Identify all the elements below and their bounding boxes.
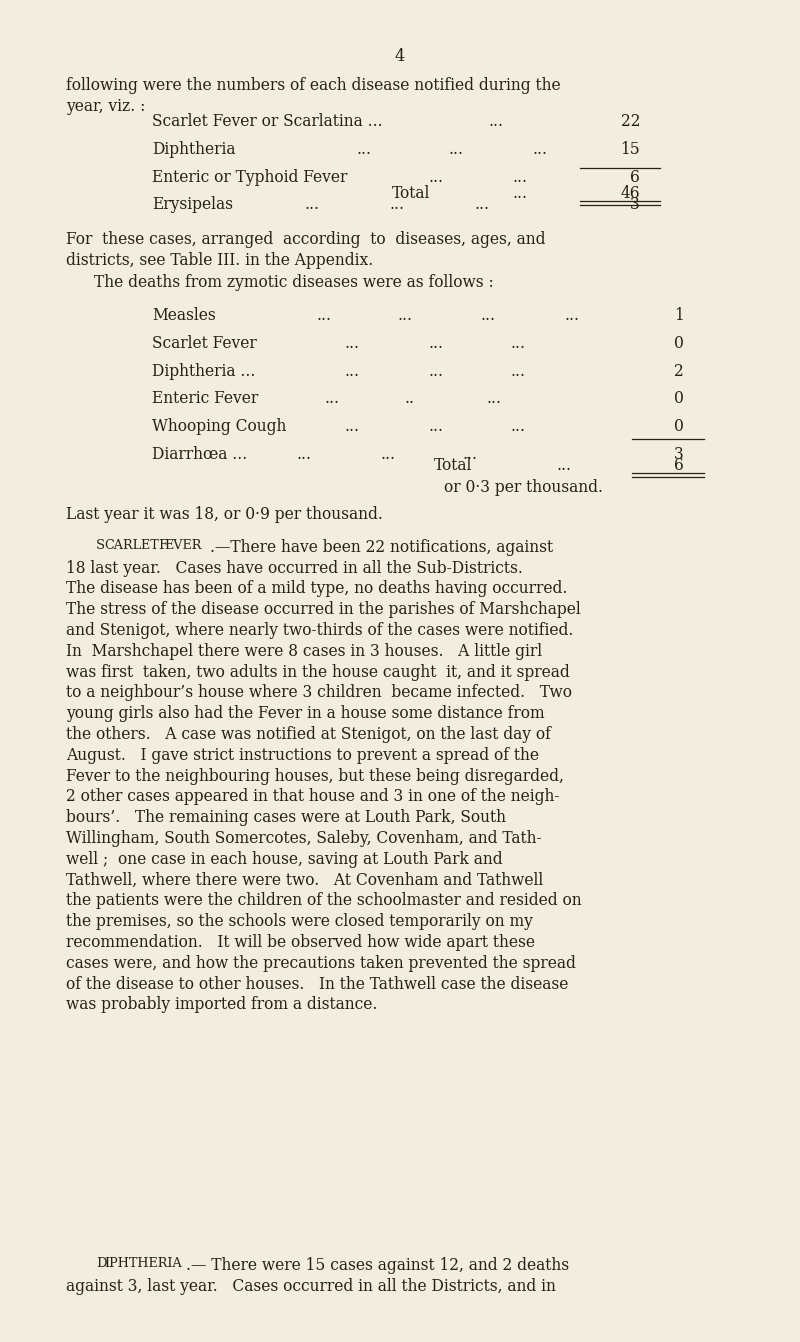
Text: ...: ... [344, 417, 359, 435]
Text: year, viz. :: year, viz. : [66, 98, 145, 115]
Text: ...: ... [512, 169, 527, 185]
Text: .— There were 15 cases against 12, and 2 deaths: .— There were 15 cases against 12, and 2… [186, 1257, 569, 1275]
Text: Whooping Cough: Whooping Cough [152, 417, 286, 435]
Text: ...: ... [556, 456, 571, 474]
Text: ...: ... [356, 141, 371, 158]
Text: The stress of the disease occurred in the parishes of Marshchapel: The stress of the disease occurred in th… [66, 601, 580, 619]
Text: In  Marshchapel there were 8 cases in 3 houses.   A little girl: In Marshchapel there were 8 cases in 3 h… [66, 643, 542, 660]
Text: Willingham, South Somercotes, Saleby, Covenham, and Tath-: Willingham, South Somercotes, Saleby, Co… [66, 829, 542, 847]
Text: 0: 0 [674, 336, 684, 352]
Text: 6: 6 [630, 169, 640, 185]
Text: and Stenigot, where nearly two-thirds of the cases were notified.: and Stenigot, where nearly two-thirds of… [66, 623, 573, 639]
Text: districts, see Table III. in the Appendix.: districts, see Table III. in the Appendi… [66, 252, 373, 270]
Text: to a neighbour’s house where 3 children  became infected.   Two: to a neighbour’s house where 3 children … [66, 684, 571, 702]
Text: the premises, so the schools were closed temporarily on my: the premises, so the schools were closed… [66, 913, 533, 930]
Text: 18 last year.   Cases have occurred in all the Sub-Districts.: 18 last year. Cases have occurred in all… [66, 560, 522, 577]
Text: The disease has been of a mild type, no deaths having occurred.: The disease has been of a mild type, no … [66, 580, 567, 597]
Text: .—There have been 22 notifications, against: .—There have been 22 notifications, agai… [210, 538, 554, 556]
Text: Tathwell, where there were two.   At Covenham and Tathwell: Tathwell, where there were two. At Coven… [66, 872, 543, 888]
Text: Diphtheria ...: Diphtheria ... [152, 362, 255, 380]
Text: 15: 15 [620, 141, 640, 158]
Text: For  these cases, arranged  according  to  diseases, ages, and: For these cases, arranged according to d… [66, 231, 545, 248]
Text: ...: ... [428, 169, 443, 185]
Text: following were the numbers of each disease notified during the: following were the numbers of each disea… [66, 76, 560, 94]
Text: ...: ... [474, 196, 490, 213]
Text: Enteric or Typhoid Fever: Enteric or Typhoid Fever [152, 169, 347, 185]
Text: ...: ... [304, 196, 319, 213]
Text: recommendation.   It will be observed how wide apart these: recommendation. It will be observed how … [66, 934, 534, 951]
Text: Measles: Measles [152, 307, 216, 325]
Text: The deaths from zymotic diseases were as follows :: The deaths from zymotic diseases were as… [94, 275, 494, 291]
Text: ...: ... [486, 391, 502, 408]
Text: Scarlet Fever or Scarlatina ...: Scarlet Fever or Scarlatina ... [152, 114, 382, 130]
Text: EVER: EVER [164, 538, 202, 552]
Text: CARLET: CARLET [104, 538, 158, 552]
Text: of the disease to other houses.   In the Tathwell case the disease: of the disease to other houses. In the T… [66, 976, 568, 993]
Text: ...: ... [510, 336, 526, 352]
Text: was probably imported from a distance.: was probably imported from a distance. [66, 996, 377, 1013]
Text: 1: 1 [674, 307, 684, 325]
Text: Last year it was 18, or 0·9 per thousand.: Last year it was 18, or 0·9 per thousand… [66, 506, 382, 523]
Text: Diphtheria: Diphtheria [152, 141, 235, 158]
Text: Total: Total [434, 456, 472, 474]
Text: ...: ... [316, 307, 331, 325]
Text: ...: ... [324, 391, 339, 408]
Text: 4: 4 [395, 48, 405, 64]
Text: young girls also had the Fever in a house some distance from: young girls also had the Fever in a hous… [66, 706, 544, 722]
Text: F: F [158, 538, 167, 552]
Text: Enteric Fever: Enteric Fever [152, 391, 258, 408]
Text: the patients were the children of the schoolmaster and resided on: the patients were the children of the sc… [66, 892, 582, 910]
Text: ...: ... [428, 417, 443, 435]
Text: ...: ... [398, 307, 413, 325]
Text: against 3, last year.   Cases occurred in all the Districts, and in: against 3, last year. Cases occurred in … [66, 1278, 555, 1295]
Text: Total: Total [392, 185, 430, 203]
Text: ...: ... [428, 362, 443, 380]
Text: 3: 3 [630, 196, 640, 213]
Text: or 0·3 per thousand.: or 0·3 per thousand. [444, 479, 603, 497]
Text: D: D [96, 1257, 106, 1271]
Text: ...: ... [344, 362, 359, 380]
Text: the others.   A case was notified at Stenigot, on the last day of: the others. A case was notified at Steni… [66, 726, 550, 743]
Text: ...: ... [448, 141, 463, 158]
Text: ...: ... [512, 185, 527, 203]
Text: well ;  one case in each house, saving at Louth Park and: well ; one case in each house, saving at… [66, 851, 502, 868]
Text: ...: ... [390, 196, 405, 213]
Text: ...: ... [488, 114, 503, 130]
Text: ..: .. [404, 391, 414, 408]
Text: Diarrhœa ...: Diarrhœa ... [152, 446, 247, 463]
Text: 3: 3 [674, 446, 684, 463]
Text: 2: 2 [674, 362, 684, 380]
Text: ...: ... [380, 446, 395, 463]
Text: ...: ... [510, 362, 526, 380]
Text: ...: ... [296, 446, 311, 463]
Text: Fever to the neighbouring houses, but these being disregarded,: Fever to the neighbouring houses, but th… [66, 768, 563, 785]
Text: cases were, and how the precautions taken prevented the spread: cases were, and how the precautions take… [66, 956, 575, 972]
Text: 2 other cases appeared in that house and 3 in one of the neigh-: 2 other cases appeared in that house and… [66, 788, 559, 805]
Text: 22: 22 [621, 114, 640, 130]
Text: 0: 0 [674, 391, 684, 408]
Text: was first  taken, two adults in the house caught  it, and it spread: was first taken, two adults in the house… [66, 663, 570, 680]
Text: S: S [96, 538, 105, 552]
Text: 0: 0 [674, 417, 684, 435]
Text: ...: ... [428, 336, 443, 352]
Text: bours’.   The remaining cases were at Louth Park, South: bours’. The remaining cases were at Lout… [66, 809, 506, 827]
Text: ...: ... [510, 417, 526, 435]
Text: ...: ... [480, 307, 495, 325]
Text: Scarlet Fever: Scarlet Fever [152, 336, 257, 352]
Text: ...: ... [344, 336, 359, 352]
Text: August.   I gave strict instructions to prevent a spread of the: August. I gave strict instructions to pr… [66, 746, 538, 764]
Text: IPHTHERIA: IPHTHERIA [104, 1257, 182, 1271]
Text: ...: ... [532, 141, 547, 158]
Text: 6: 6 [674, 456, 684, 474]
Text: ...: ... [462, 446, 478, 463]
Text: 46: 46 [620, 185, 640, 203]
Text: Erysipelas: Erysipelas [152, 196, 233, 213]
Text: ...: ... [564, 307, 579, 325]
